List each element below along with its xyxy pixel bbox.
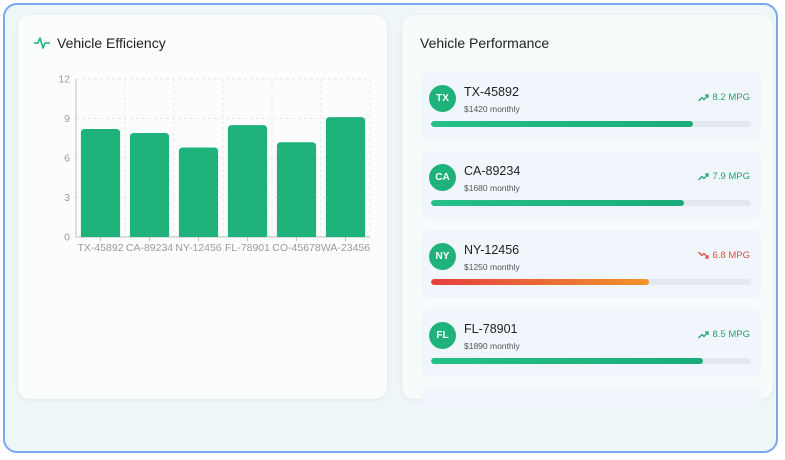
y-tick-label: 3 — [64, 192, 70, 204]
performance-title: Vehicle Performance — [420, 35, 550, 51]
trend-up-icon — [697, 94, 709, 102]
efficiency-progress-bar — [431, 358, 751, 364]
vehicle-plate: CA-89234 — [464, 164, 521, 178]
vehicle-avatar: NY — [429, 243, 456, 270]
bar — [80, 129, 121, 237]
trend-up-icon — [697, 331, 709, 339]
y-tick-label: 0 — [64, 232, 70, 244]
vehicle-monthly-cost: $1420 monthly — [464, 104, 520, 114]
efficiency-progress-bar — [431, 121, 751, 127]
x-tick-label: TX-45892 — [77, 242, 123, 254]
mpg-indicator: 6.8 MPG — [697, 250, 751, 261]
x-tick-label: NY-12456 — [175, 242, 221, 254]
mpg-indicator: 8.2 MPG — [697, 92, 751, 103]
x-tick-label: FL-78901 — [225, 242, 270, 254]
progress-fill — [431, 121, 694, 127]
mpg-value: 8.2 MPG — [712, 92, 751, 103]
progress-fill — [431, 279, 649, 285]
vehicle-performance-panel: Vehicle Performance TX TX-45892 $1420 mo… — [402, 15, 773, 408]
y-tick-label: 9 — [64, 113, 70, 125]
x-tick-label: CO-45678 — [272, 242, 321, 254]
y-tick-label: 6 — [64, 153, 70, 165]
efficiency-progress-bar — [431, 200, 751, 206]
app-frame: Vehicle Efficiency 0 3 6 9 12 TX-45892 CA-8923… — [3, 3, 778, 453]
vehicle-plate: NY-12456 — [464, 243, 520, 257]
vehicle-monthly-cost: $1250 monthly — [464, 262, 520, 272]
trend-up-icon — [697, 173, 709, 181]
vehicle-avatar: CA — [429, 164, 456, 191]
mpg-value: 8.5 MPG — [712, 329, 751, 340]
vehicle-card[interactable]: NY NY-12456 $1250 monthly 6.8 MPG — [421, 230, 761, 298]
vehicle-card[interactable]: TX TX-45892 $1420 monthly 8.2 MPG — [421, 72, 761, 140]
progress-fill — [431, 200, 684, 206]
vehicle-efficiency-panel: Vehicle Efficiency 0 3 6 9 12 TX-45892 CA-8923… — [18, 15, 387, 399]
bar — [227, 125, 268, 237]
bar — [129, 132, 170, 237]
progress-fill — [431, 358, 703, 364]
efficiency-bar-chart: 0 3 6 9 12 TX-45892 CA-89234 NY-12456 FL-78901 CO… — [58, 74, 371, 254]
vehicle-plate: TX-45892 — [464, 85, 519, 99]
vehicle-plate: FL-78901 — [464, 322, 518, 336]
trend-down-icon — [697, 251, 709, 259]
efficiency-progress-bar — [431, 279, 751, 285]
vehicle-card[interactable]: FL FL-78901 $1890 monthly 8.5 MPG — [421, 309, 761, 377]
mpg-indicator: 7.9 MPG — [697, 171, 751, 182]
mpg-value: 7.9 MPG — [712, 171, 751, 182]
bar — [178, 147, 219, 237]
efficiency-title: Vehicle Efficiency — [57, 35, 166, 51]
vehicle-card-partial — [421, 388, 761, 408]
vehicle-monthly-cost: $1680 monthly — [464, 183, 520, 193]
x-tick-label: CA-89234 — [126, 242, 173, 254]
mpg-value: 6.8 MPG — [712, 250, 751, 261]
vehicle-avatar: TX — [429, 85, 456, 112]
x-tick-label: WA-23456 — [321, 242, 370, 254]
vehicle-monthly-cost: $1890 monthly — [464, 341, 520, 351]
bar — [276, 142, 317, 237]
vehicle-avatar: FL — [429, 322, 456, 349]
bar — [325, 117, 366, 237]
pulse-icon — [34, 37, 50, 49]
y-tick-label: 12 — [58, 74, 70, 86]
mpg-indicator: 8.5 MPG — [697, 329, 751, 340]
vehicle-card[interactable]: CA CA-89234 $1680 monthly 7.9 MPG — [421, 151, 761, 219]
efficiency-title-row: Vehicle Efficiency — [34, 35, 166, 51]
